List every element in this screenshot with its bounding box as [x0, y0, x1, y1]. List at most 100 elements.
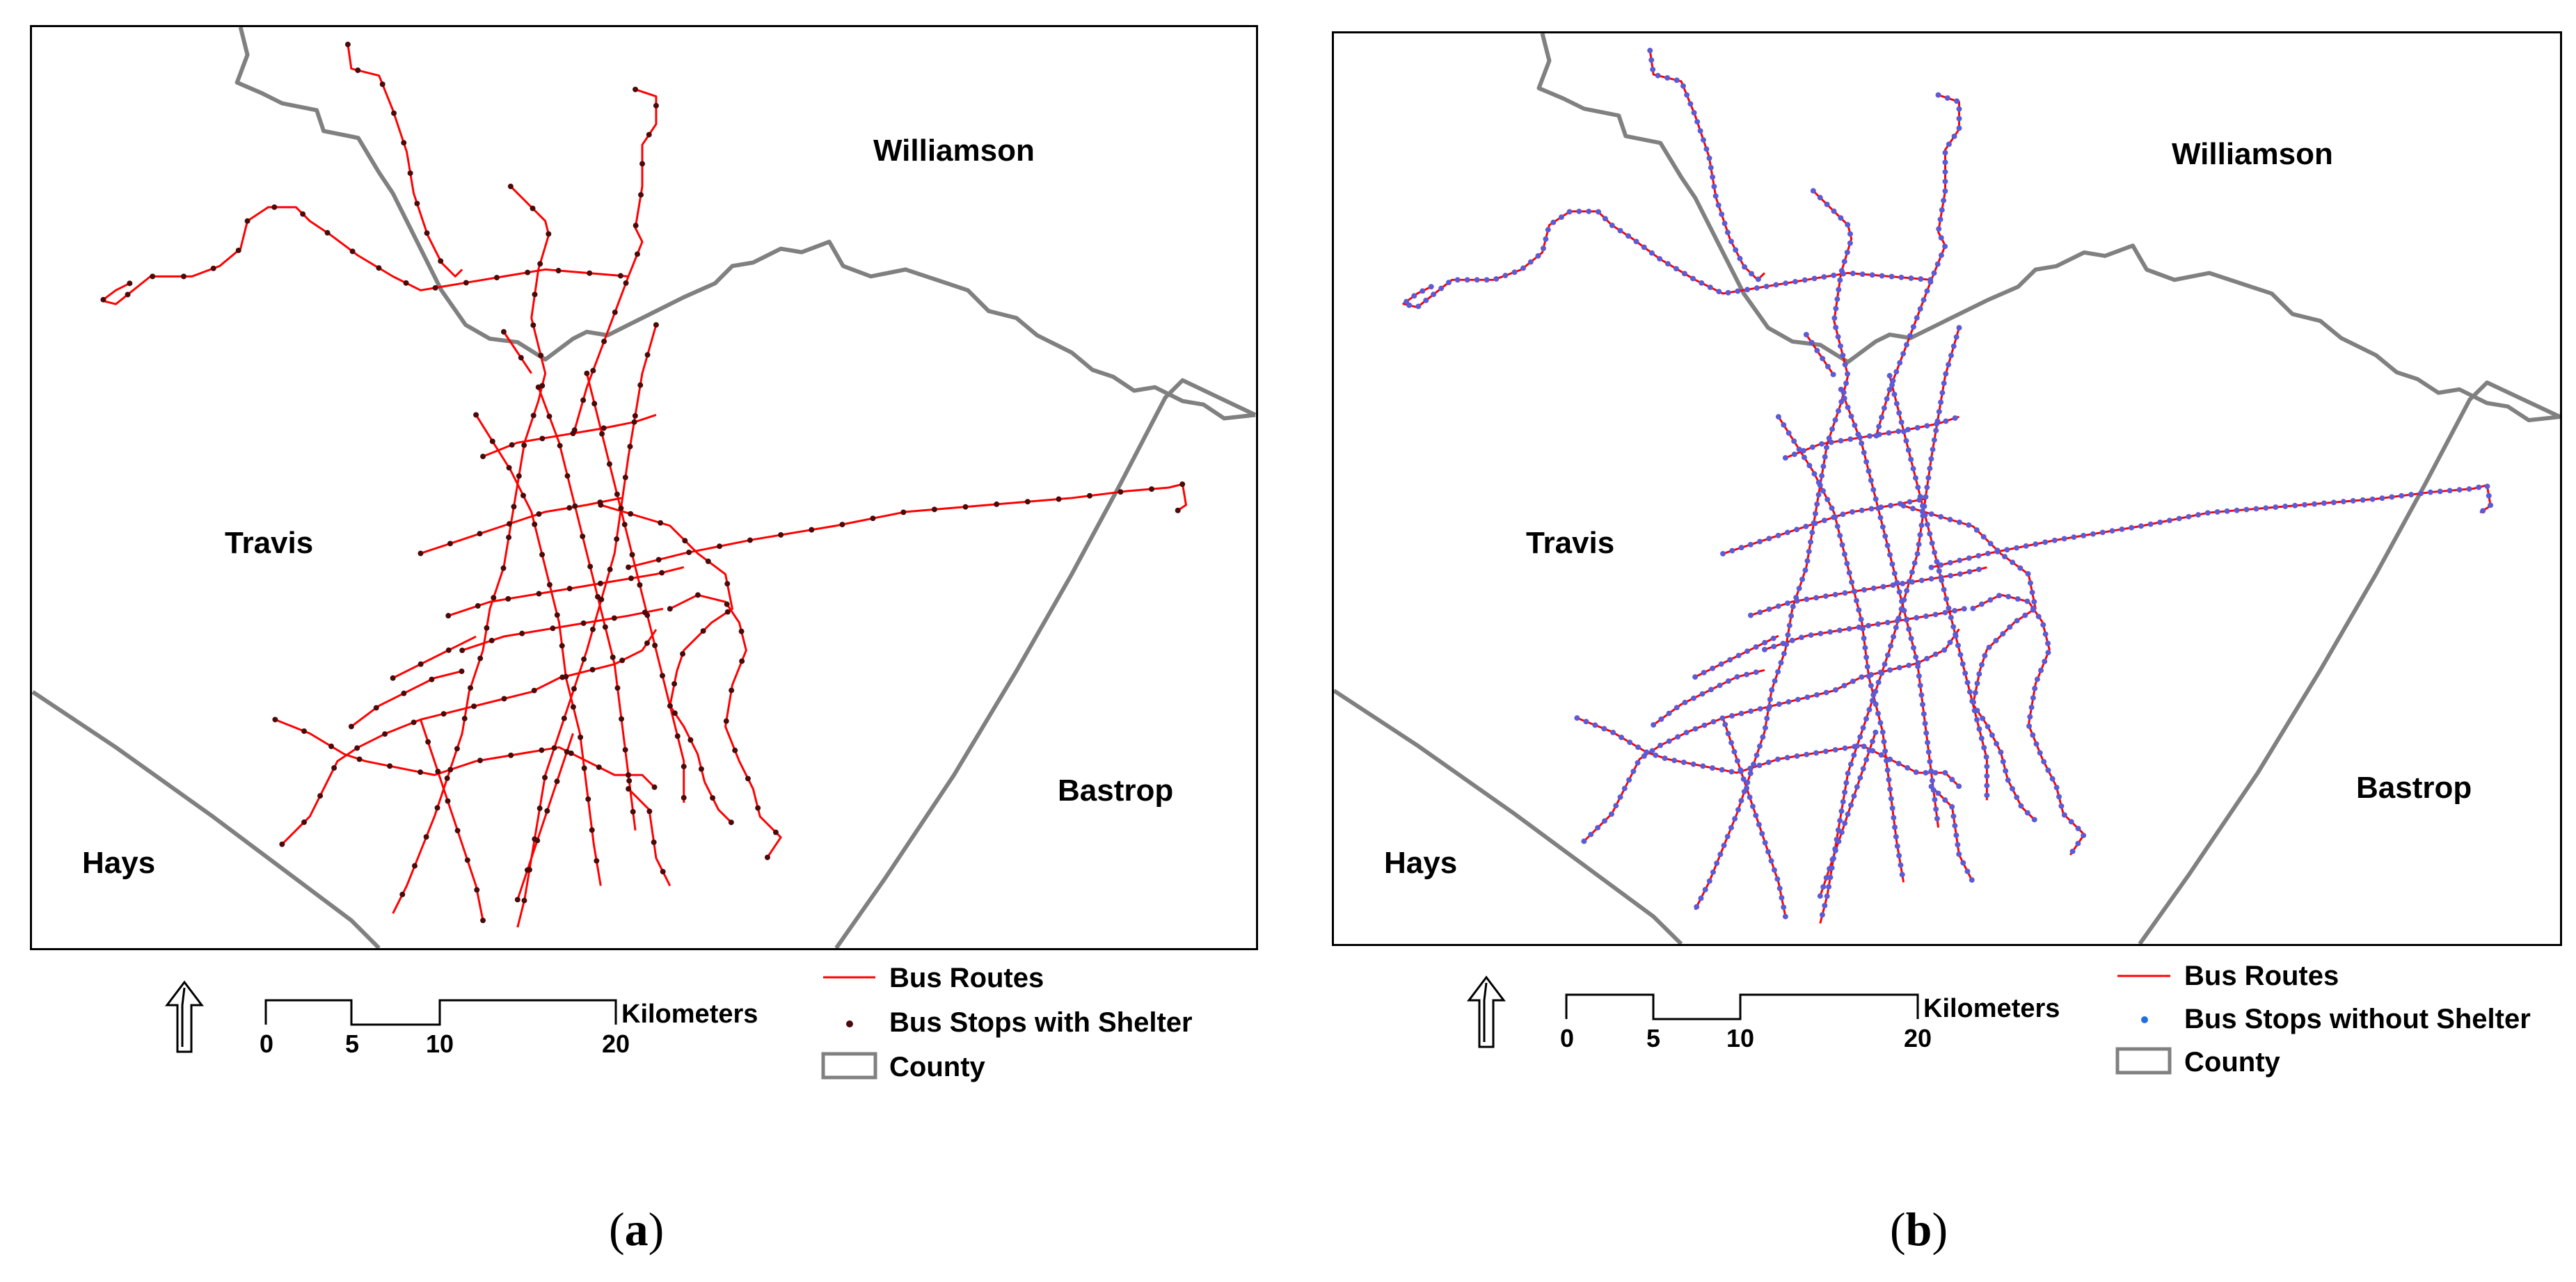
- bus-stop: [1886, 776, 1892, 783]
- bus-stop: [1884, 767, 1891, 774]
- bus-stop: [1855, 431, 1861, 438]
- bus-stop: [1878, 752, 1884, 758]
- bus-stop: [1932, 651, 1939, 657]
- bus-stop: [1913, 654, 1919, 660]
- bus-stop: [1744, 648, 1751, 655]
- bus-stop: [1406, 302, 1413, 308]
- bus-stop: [698, 766, 704, 772]
- bus-stop: [434, 805, 440, 811]
- bus-stop: [1641, 244, 1647, 250]
- bus-stop: [1765, 759, 1772, 765]
- route: [461, 607, 664, 652]
- bus-stop: [1692, 726, 1699, 732]
- bus-stop: [1985, 723, 1991, 730]
- scale-bar: [264, 999, 617, 1026]
- bus-stop: [1909, 569, 1915, 575]
- bus-stop: [1438, 285, 1445, 291]
- bus-stop: [1706, 878, 1712, 884]
- bus-stop: [1527, 259, 1534, 265]
- bus-stop: [2026, 723, 2033, 729]
- bus-stop: [580, 397, 587, 403]
- bus-stop: [2004, 547, 2010, 553]
- bus-stop: [570, 431, 576, 437]
- bus-stop: [1966, 568, 1973, 575]
- county-boundary-williamson-travis: [1536, 33, 2560, 423]
- bus-stop: [1870, 585, 1877, 591]
- bus-stop: [429, 676, 435, 682]
- bus-stop: [1907, 499, 1913, 505]
- scale-tick-20: 20: [1904, 1024, 1932, 1052]
- bus-stop: [1891, 391, 1898, 397]
- bus-stop: [1701, 722, 1708, 728]
- bus-stop: [589, 666, 596, 673]
- bus-stop: [1875, 710, 1881, 716]
- panel-caption: (a): [609, 1203, 665, 1256]
- bus-stop: [1735, 288, 1741, 294]
- county-boundary-williamson-travis: [234, 27, 1256, 421]
- bus-stop: [1715, 202, 1722, 208]
- bus-stop: [301, 728, 307, 735]
- bus-stop: [1840, 799, 1846, 805]
- bus-stop: [1630, 768, 1637, 774]
- bus-stop: [1917, 531, 1923, 538]
- bus-stop: [1914, 615, 1920, 621]
- bus-stop: [1950, 813, 1957, 819]
- scale-tick-10: 10: [1726, 1024, 1755, 1052]
- bus-stop: [1820, 488, 1826, 494]
- bus-stop: [1917, 306, 1923, 312]
- bus-stop: [1969, 877, 1975, 883]
- bus-stop: [1903, 617, 1909, 623]
- bus-stop: [1936, 568, 1942, 574]
- bus-stop: [1852, 744, 1858, 750]
- bus-stop: [1947, 560, 1953, 566]
- bus-stop: [1884, 619, 1891, 625]
- bus-stop: [2243, 506, 2250, 513]
- bus-stop: [2417, 490, 2424, 497]
- bus-stop: [447, 540, 453, 547]
- bus-stop: [614, 536, 620, 542]
- bus-stop: [1897, 360, 1903, 366]
- bus-stop: [1983, 754, 1989, 760]
- bus-stop: [1831, 315, 1838, 321]
- bus-stop: [412, 863, 418, 869]
- bus-stop: [1464, 277, 1470, 283]
- bus-stop: [1710, 174, 1716, 180]
- bus-stop: [524, 867, 530, 873]
- bus-stop: [331, 764, 337, 771]
- bus-stop: [1684, 92, 1690, 98]
- bus-stop: [1738, 767, 1744, 773]
- bus-stop: [1980, 534, 1987, 540]
- bus-stop: [1664, 261, 1671, 267]
- bus-stop: [1987, 597, 1994, 603]
- bus-stop: [2129, 524, 2135, 531]
- bus-stop: [1876, 424, 1882, 430]
- bus-stop: [1848, 413, 1854, 419]
- bus-stop: [1829, 505, 1835, 511]
- bus-stop: [1888, 796, 1894, 802]
- bus-stop: [1832, 417, 1838, 423]
- bus-stop: [2031, 817, 2037, 823]
- bus-stop: [1896, 589, 1902, 595]
- bus-stop: [1883, 758, 1889, 764]
- bus-stop: [570, 704, 576, 710]
- bus-stop: [2456, 487, 2463, 493]
- bus-stop: [2003, 768, 2009, 774]
- bus-stop: [1592, 722, 1598, 728]
- bus-stop: [1765, 849, 1772, 855]
- bus-stop: [1701, 137, 1706, 143]
- bus-stop: [1941, 586, 1947, 593]
- bus-stop: [1697, 128, 1703, 134]
- bus-stop: [1866, 748, 1873, 753]
- bus-stop: [1706, 155, 1712, 161]
- bus-stop: [1915, 664, 1921, 670]
- bus-stop: [1954, 98, 1960, 104]
- bus-stop: [2005, 777, 2011, 783]
- bus-stop: [1415, 303, 1422, 310]
- bus-stop: [581, 656, 587, 662]
- bus-stop: [1861, 635, 1867, 641]
- bus-stop: [584, 370, 590, 376]
- bus-stop: [235, 247, 241, 253]
- county-label-travis: Travis: [1526, 526, 1615, 560]
- bus-stop: [1905, 426, 1911, 433]
- bus-stop: [1744, 287, 1751, 293]
